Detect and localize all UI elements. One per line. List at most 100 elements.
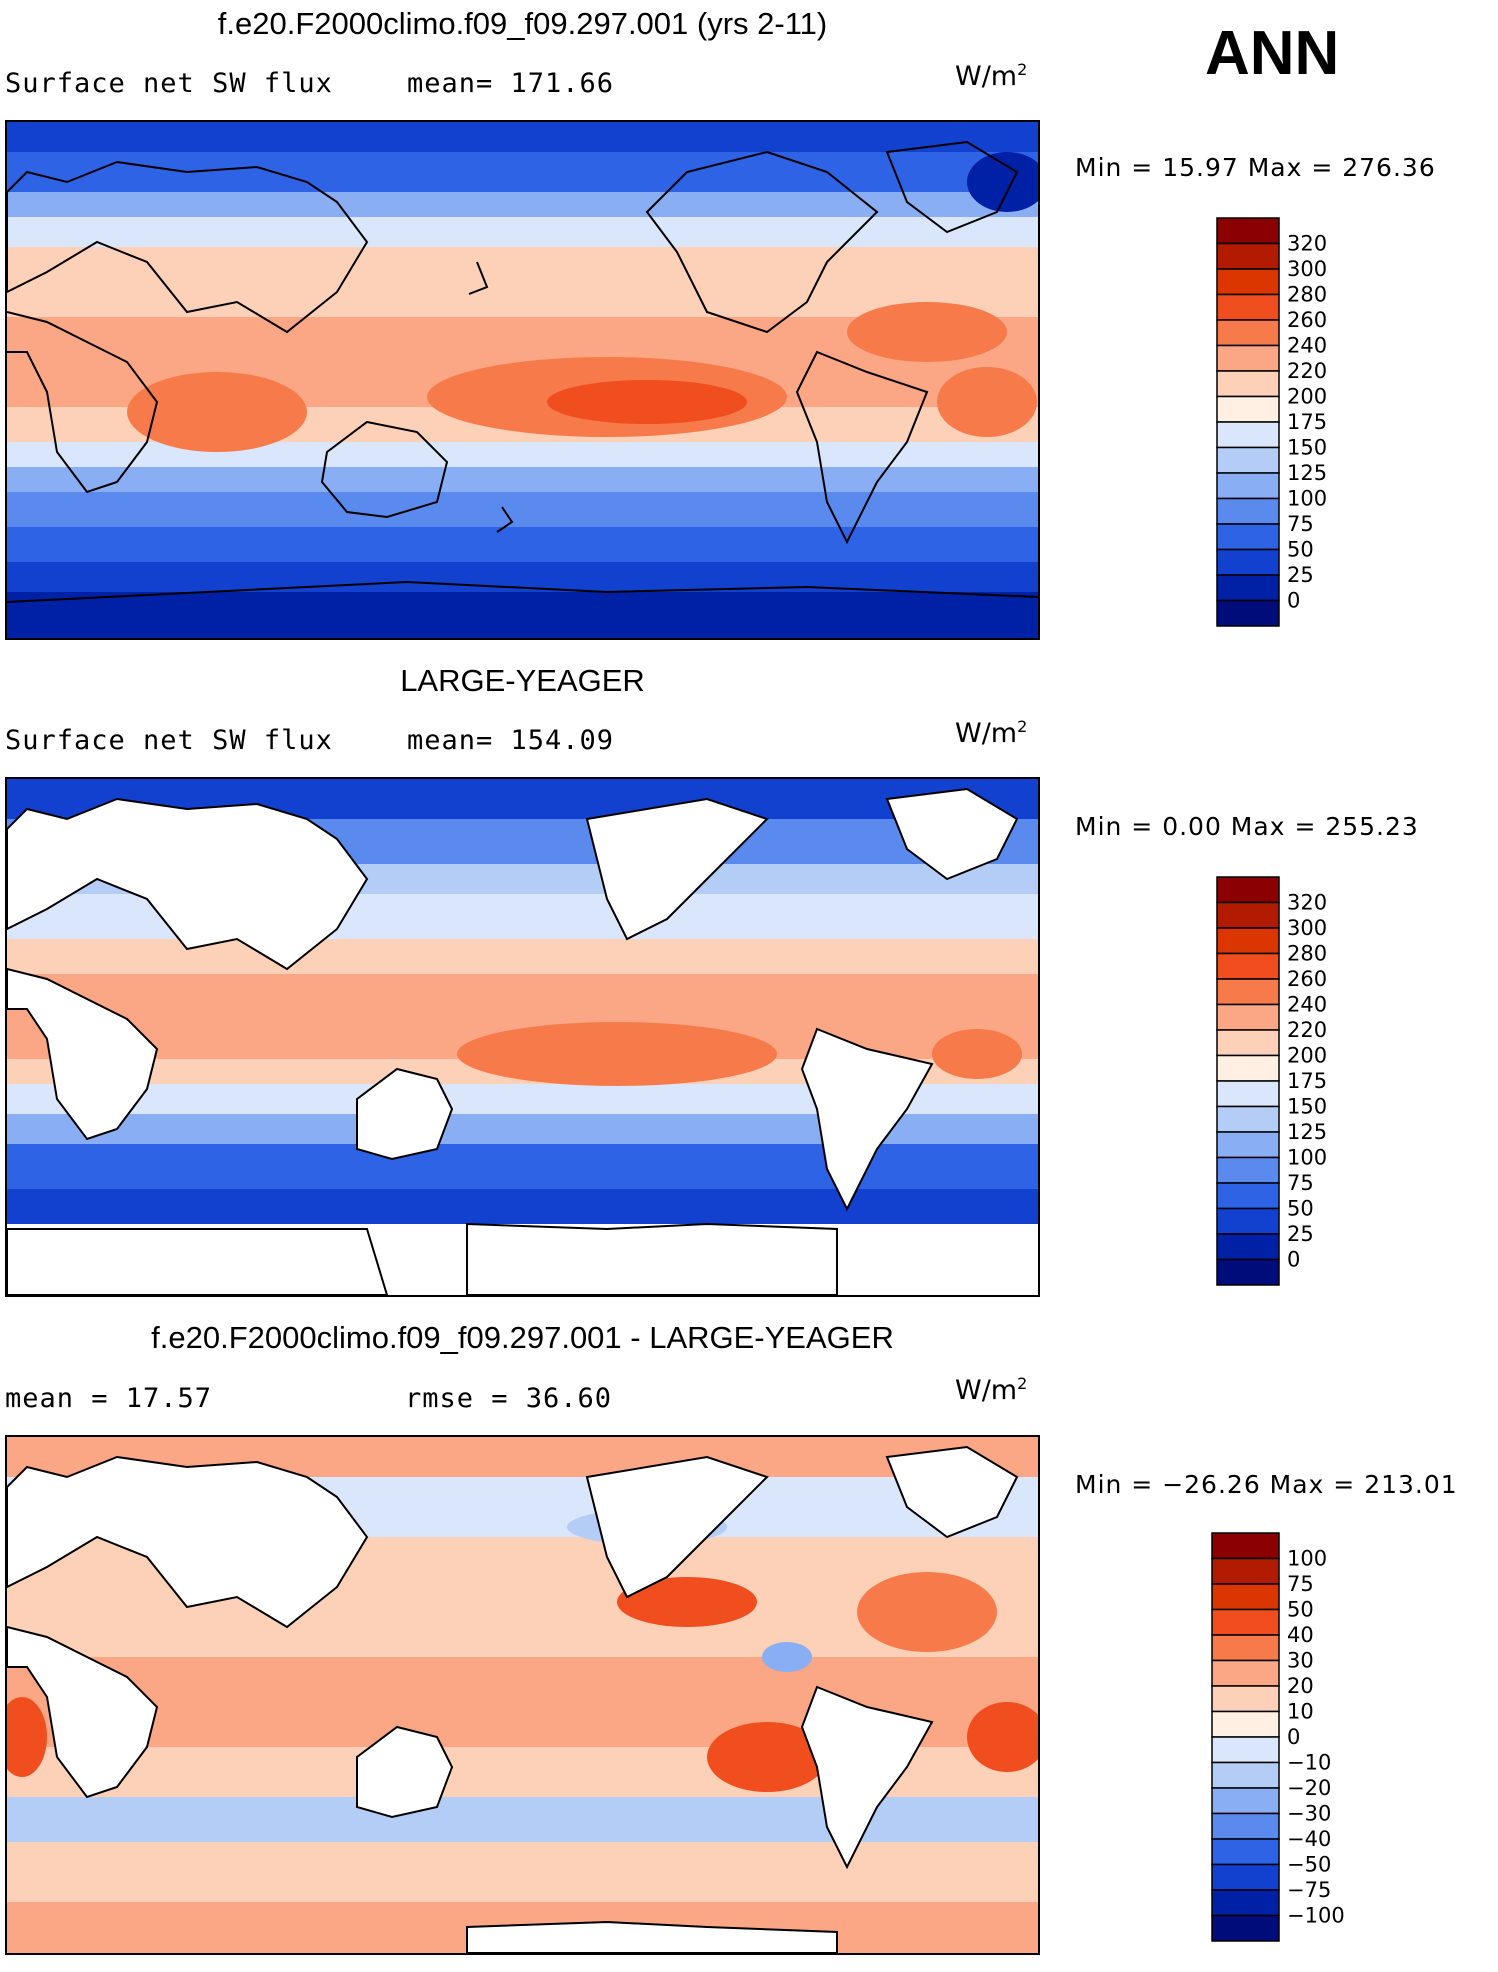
colorbar-swatch [1211, 1685, 1280, 1713]
colorbar-tick-label: 125 [1287, 1120, 1327, 1144]
colorbar-tick-label: −30 [1287, 1802, 1331, 1826]
colorbar-tick-label: 100 [1287, 1547, 1327, 1571]
colorbar-swatch [1216, 344, 1280, 372]
colorbar-tick-label: 25 [1287, 563, 1314, 587]
panel1-title: f.e20.F2000climo.f09_f09.297.001 (yrs 2-… [217, 6, 828, 41]
panel3-units-label: W/m2 [955, 1374, 1028, 1406]
colorbar-swatch [1216, 446, 1280, 474]
colorbar-swatch [1216, 1131, 1280, 1159]
panel3-rmse-label: rmse = 36.60 [405, 1383, 613, 1414]
panel3-map [5, 1435, 1040, 1955]
colorbar-swatch [1216, 1207, 1280, 1235]
colorbar-tick-label: 300 [1287, 916, 1327, 940]
colorbar-tick-label: 0 [1287, 589, 1300, 613]
colorbar-swatch [1216, 370, 1280, 398]
panel3-land [7, 1445, 1019, 1953]
colorbar-swatch [1211, 1710, 1280, 1738]
panel2-units-label: W/m2 [955, 717, 1028, 749]
colorbar-tick-label: 100 [1287, 487, 1327, 511]
colorbar-swatch [1211, 1761, 1280, 1789]
colorbar-swatch [1216, 1258, 1280, 1286]
colorbar-swatch [1216, 876, 1280, 904]
colorbar-swatch [1216, 901, 1280, 929]
colorbar-tick-label: −10 [1287, 1751, 1331, 1775]
colorbar-swatch [1211, 1914, 1280, 1942]
colorbar-swatch [1216, 395, 1280, 423]
colorbar-tick-label: −100 [1287, 1904, 1345, 1928]
colorbar-tick-label: 280 [1287, 942, 1327, 966]
colorbar-swatch [1216, 1054, 1280, 1082]
colorbar-swatch [1216, 268, 1280, 296]
colorbar-tick-label: 200 [1287, 1044, 1327, 1068]
colorbar-tick-label: 50 [1287, 1598, 1314, 1622]
colorbar-tick-label: 240 [1287, 993, 1327, 1017]
colorbar-swatch [1211, 1889, 1280, 1917]
colorbar-tick-label: 125 [1287, 461, 1327, 485]
colorbar-swatch [1216, 1080, 1280, 1108]
panel1-map [5, 120, 1040, 640]
panel2-minmax-label: Min = 0.00 Max = 255.23 [1075, 812, 1419, 841]
panel2-map-svg [7, 779, 1038, 1295]
colorbar-swatch [1216, 1182, 1280, 1210]
panel3-title: f.e20.F2000climo.f09_f09.297.001 - LARGE… [151, 1320, 894, 1355]
panel2-land [7, 787, 1019, 1295]
colorbar-swatch [1216, 548, 1280, 576]
colorbar-swatch [1211, 1532, 1280, 1560]
panel1-colorbar: 320 300 280 260 240 220 200 175 150 125 100 75 50 25 0 [1216, 217, 1327, 627]
colorbar-tick-label: 0 [1287, 1248, 1300, 1272]
colorbar-tick-label: 300 [1287, 257, 1327, 281]
colorbar-tick-label: 320 [1287, 891, 1327, 915]
colorbar-tick-label: 25 [1287, 1222, 1314, 1246]
panel3-minmax-label: Min = −26.26 Max = 213.01 [1075, 1470, 1458, 1499]
colorbar-swatch [1216, 293, 1280, 321]
colorbar-tick-label: 240 [1287, 334, 1327, 358]
colorbar-swatch [1216, 978, 1280, 1006]
colorbar-tick-label: 10 [1287, 1700, 1314, 1724]
colorbar-tick-label: 40 [1287, 1623, 1314, 1647]
colorbar-tick-label: 75 [1287, 1171, 1314, 1195]
colorbar-swatch [1211, 1608, 1280, 1636]
colorbar-swatch [1211, 1583, 1280, 1611]
colorbar-swatch [1211, 1838, 1280, 1866]
colorbar-swatch [1211, 1863, 1280, 1891]
colorbar-tick-label: 280 [1287, 283, 1327, 307]
colorbar-swatch [1216, 1233, 1280, 1261]
colorbar-swatch [1211, 1557, 1280, 1585]
colorbar-tick-label: 260 [1287, 308, 1327, 332]
colorbar-swatch [1216, 421, 1280, 449]
panel2-colorbar: 320 300 280 260 240 220 200 175 150 125 100 75 50 25 0 [1216, 876, 1327, 1286]
colorbar-tick-label: 75 [1287, 1572, 1314, 1596]
colorbar-swatch [1216, 472, 1280, 500]
panel2-title: LARGE-YEAGER [400, 663, 645, 698]
colorbar-tick-label: 320 [1287, 232, 1327, 256]
colorbar-tick-label: 175 [1287, 410, 1327, 434]
panel2-map [5, 777, 1040, 1297]
colorbar-tick-label: 20 [1287, 1674, 1314, 1698]
panel2-hotspots [457, 1022, 1022, 1086]
colorbar-tick-label: 150 [1287, 436, 1327, 460]
colorbar-tick-label: −40 [1287, 1827, 1331, 1851]
colorbar-swatch [1211, 1787, 1280, 1815]
colorbar-swatch [1216, 319, 1280, 347]
panel2-variable-label: Surface net SW flux [5, 725, 333, 756]
panel1-units-label: W/m2 [955, 60, 1028, 92]
colorbar-tick-label: 100 [1287, 1146, 1327, 1170]
colorbar-swatch [1216, 1156, 1280, 1184]
colorbar-tick-label: −20 [1287, 1776, 1331, 1800]
panel1-map-svg [7, 122, 1038, 638]
colorbar-swatch [1211, 1736, 1280, 1764]
colorbar-tick-label: 260 [1287, 967, 1327, 991]
colorbar-tick-label: 30 [1287, 1649, 1314, 1673]
colorbar-swatch [1211, 1812, 1280, 1840]
colorbar-tick-label: 200 [1287, 385, 1327, 409]
colorbar-tick-label: 0 [1287, 1725, 1300, 1749]
colorbar-swatch [1211, 1634, 1280, 1662]
colorbar-tick-label: 175 [1287, 1069, 1327, 1093]
season-label: ANN [1205, 19, 1340, 88]
panel2-mean-label: mean= 154.09 [407, 725, 615, 756]
colorbar-swatch [1216, 1003, 1280, 1031]
colorbar-tick-label: 50 [1287, 538, 1314, 562]
